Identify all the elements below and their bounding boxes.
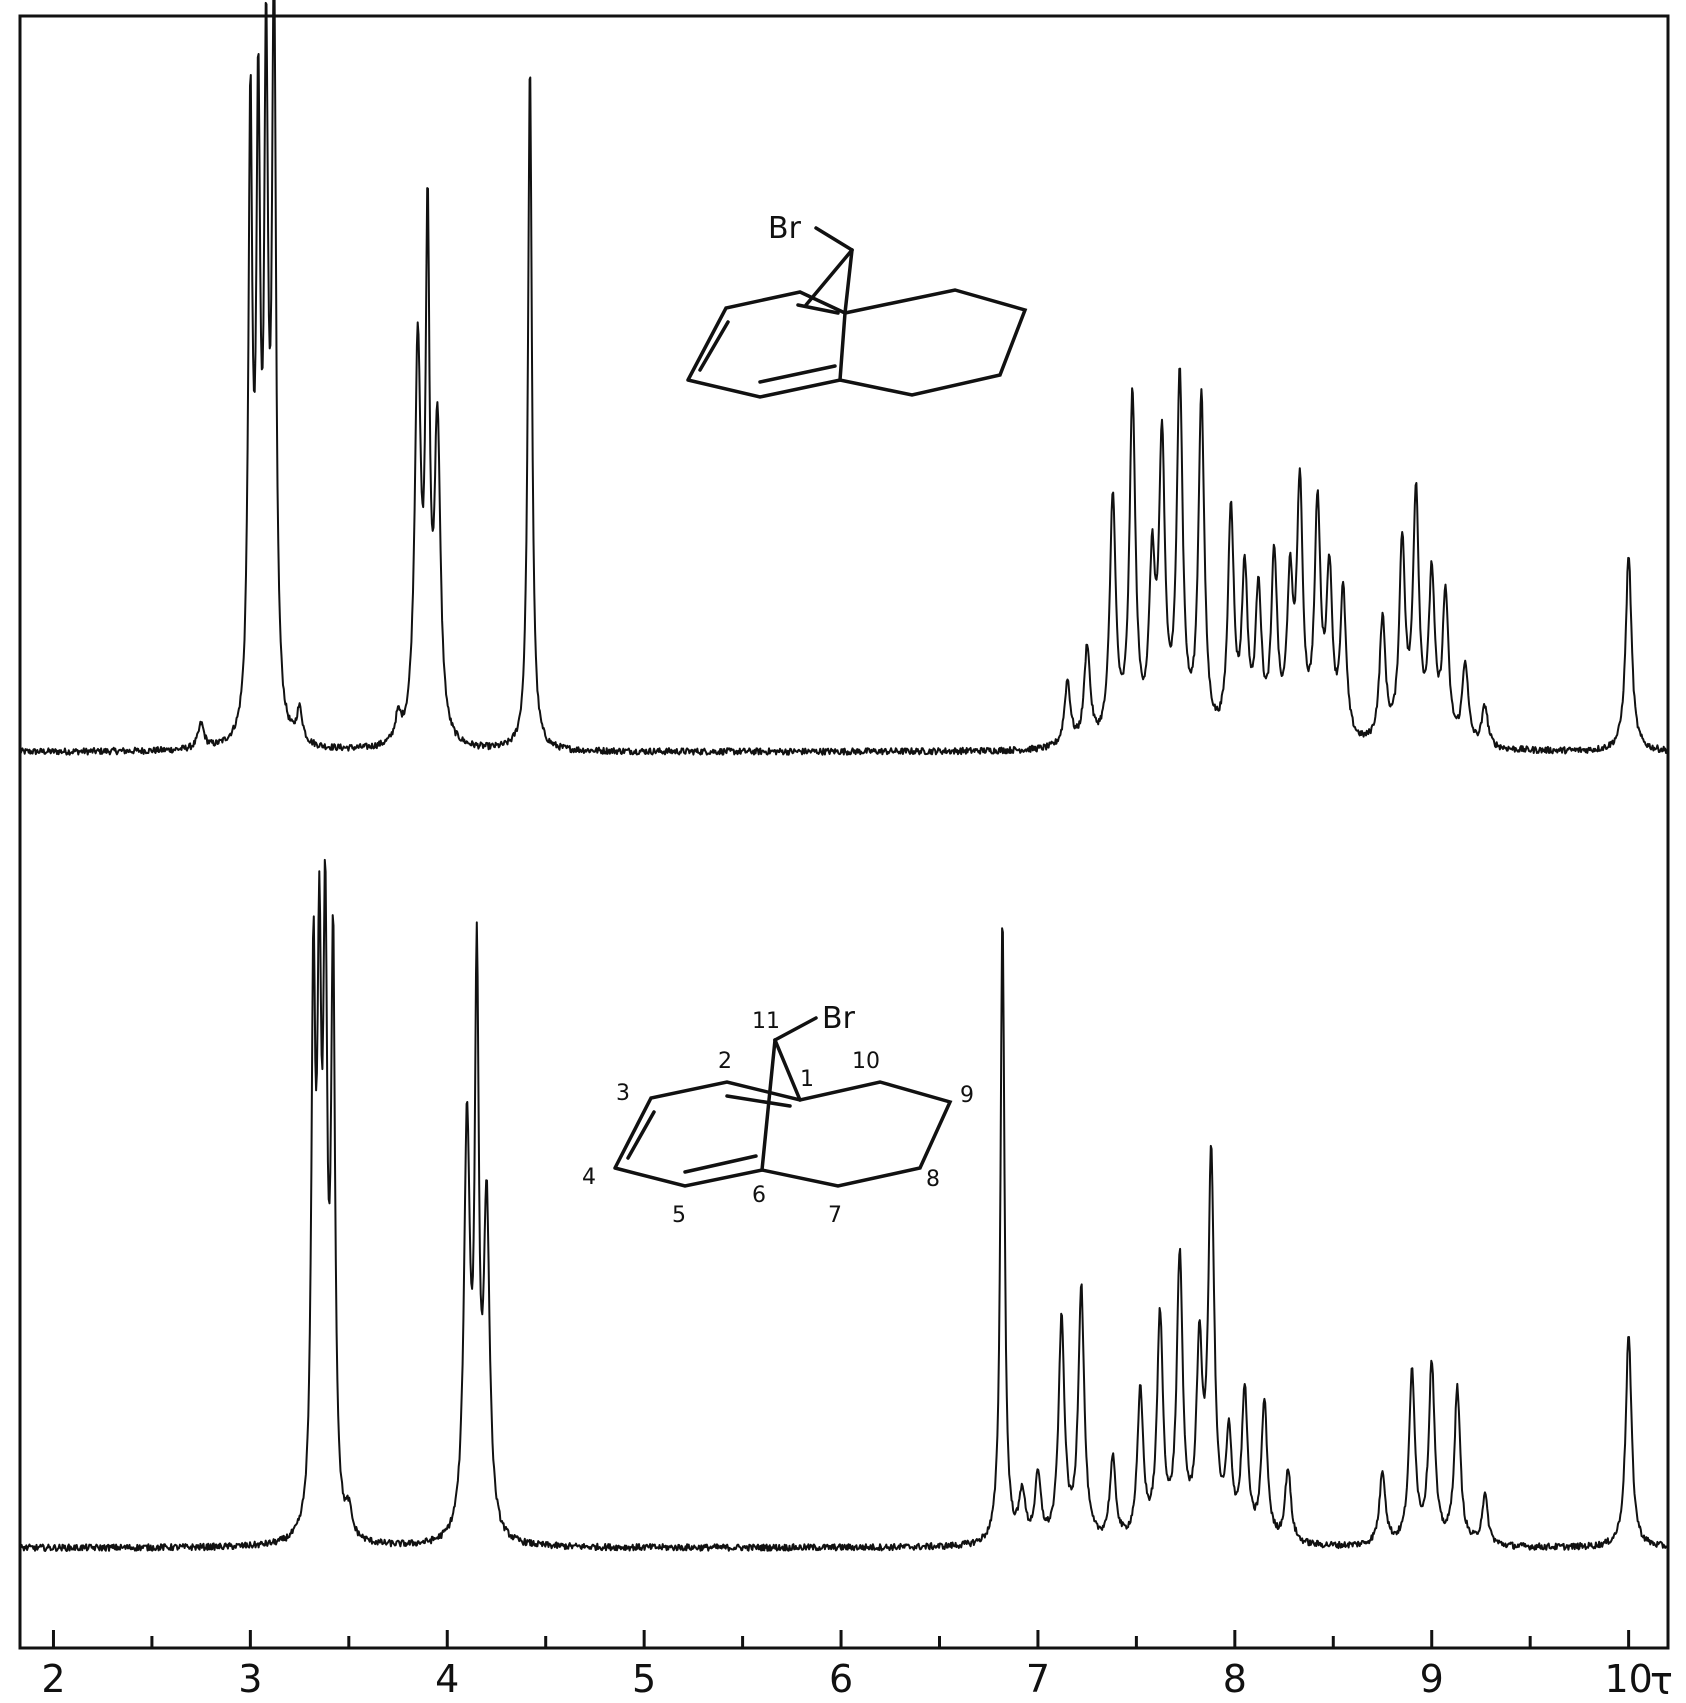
bottom-br-label: Br <box>822 1001 856 1036</box>
x-axis: 2 3 4 5 6 7 8 9 10 <box>41 1630 1653 1701</box>
axis-unit-label: τ <box>1650 1659 1673 1703</box>
chart-frame <box>18 14 1670 1650</box>
position-4: 4 <box>582 1165 596 1190</box>
position-7: 7 <box>828 1203 842 1228</box>
position-3: 3 <box>616 1081 630 1106</box>
position-6: 6 <box>752 1183 766 1208</box>
tick-label: 8 <box>1223 1657 1247 1701</box>
spectrum-trace-2 <box>19 858 1669 1552</box>
top-spectrum <box>19 0 1669 756</box>
bottom-spectrum <box>19 858 1669 1552</box>
tick-label: 3 <box>238 1657 262 1701</box>
position-11: 11 <box>752 1009 780 1034</box>
tick-label: 10 <box>1604 1657 1652 1701</box>
spectrum-trace-1 <box>19 0 1669 756</box>
tick-label: 6 <box>829 1657 853 1701</box>
position-5: 5 <box>672 1203 686 1228</box>
position-2: 2 <box>718 1049 732 1074</box>
top-structure: Br <box>686 211 1028 399</box>
tick-label: 5 <box>632 1657 656 1701</box>
position-9: 9 <box>960 1083 974 1108</box>
position-8: 8 <box>926 1167 940 1192</box>
top-br-label: Br <box>768 211 802 246</box>
tick-label: 2 <box>41 1657 65 1701</box>
tick-label: 9 <box>1420 1657 1444 1701</box>
position-1: 1 <box>800 1067 814 1092</box>
bottom-structure: Br 1 2 3 4 5 6 7 8 9 10 11 <box>582 1001 974 1228</box>
tick-label: 4 <box>435 1657 459 1701</box>
position-10: 10 <box>852 1049 880 1074</box>
tick-label: 7 <box>1026 1657 1050 1701</box>
